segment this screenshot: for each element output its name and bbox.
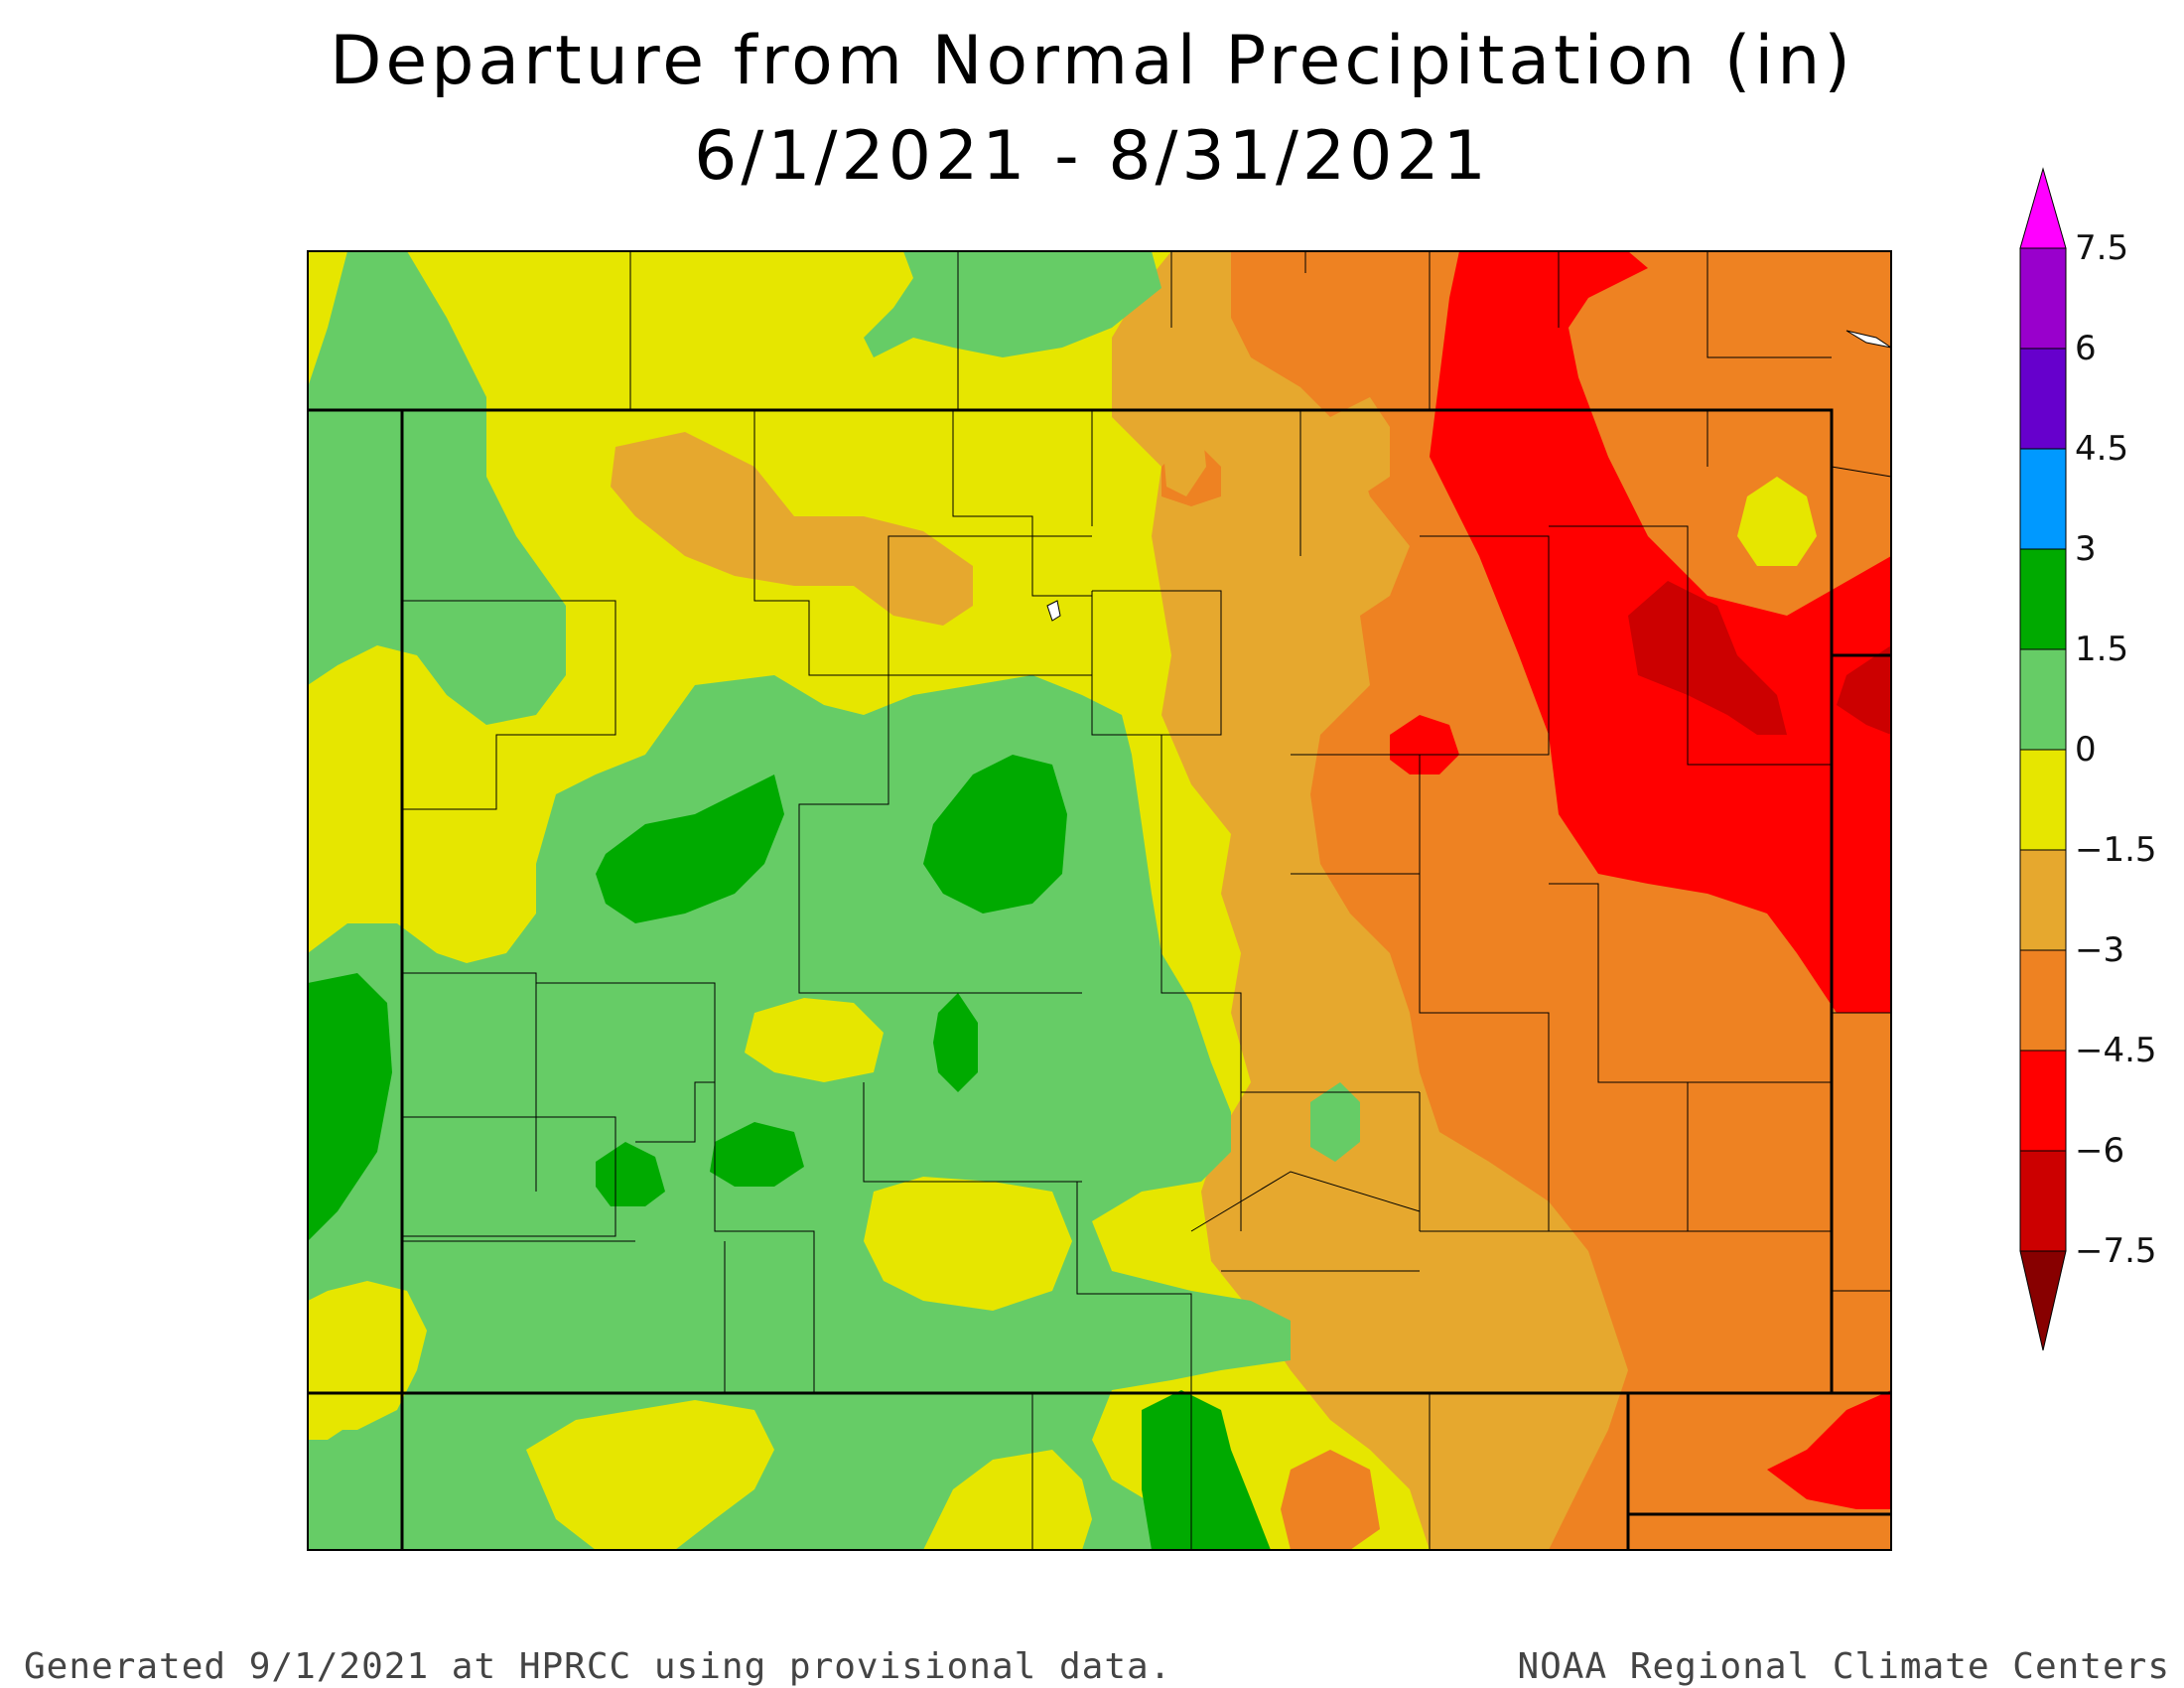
legend-arrow-top	[2019, 167, 2067, 249]
region-red-se	[1767, 1390, 1891, 1509]
legend-tick-label: 1.5	[2075, 630, 2129, 669]
lake-1	[1046, 600, 1061, 622]
legend-tick-label: 6	[2075, 329, 2097, 368]
map-fill-layer	[308, 251, 1891, 1550]
legend-tick-label: 0	[2075, 730, 2097, 770]
region-yellow-3	[308, 1311, 377, 1440]
map-title: Departure from Normal Precipitation (in)	[330, 22, 1854, 100]
legend-band	[2019, 1150, 2067, 1252]
lake-2	[1845, 330, 1892, 349]
legend-band	[2019, 1050, 2067, 1152]
region-orange-east	[1231, 251, 1891, 1550]
region-darkgreen-5	[710, 1122, 804, 1187]
region-green-central	[308, 675, 1291, 1550]
region-yellow-2	[864, 1177, 1072, 1311]
region-yellow-1	[745, 998, 884, 1082]
legend-tick-label: 3	[2075, 529, 2097, 569]
region-darkred-1	[1628, 581, 1787, 735]
region-darkgreen-7	[1142, 1390, 1271, 1550]
state-boundaries	[308, 408, 1891, 1550]
legend-tick-label: 4.5	[2075, 429, 2129, 469]
region-red-blob	[1390, 715, 1459, 774]
region-gold-mtn	[1161, 402, 1206, 496]
region-green-n	[864, 251, 1161, 357]
region-yellow-5	[923, 1450, 1092, 1550]
legend-tick-label: −1.5	[2075, 830, 2157, 870]
legend-tick-label: 7.5	[2075, 228, 2129, 268]
legend-band	[2019, 949, 2067, 1052]
region-darkgreen-2	[923, 755, 1067, 914]
legend-band	[2019, 448, 2067, 550]
map-frame	[307, 250, 1892, 1551]
region-yellow-ne	[1737, 477, 1817, 566]
legend-tick-label: −4.5	[2075, 1031, 2157, 1070]
legend-band	[2019, 749, 2067, 851]
footer-generated-note: Generated 9/1/2021 at HPRCC using provis…	[24, 1646, 1172, 1687]
region-darkgreen-3	[933, 993, 978, 1092]
region-gold-nw	[611, 432, 973, 626]
legend-band	[2019, 247, 2067, 350]
region-green-e	[1310, 1082, 1360, 1162]
map-date-range: 6/1/2021 - 8/31/2021	[694, 117, 1490, 196]
region-darkgreen-6	[308, 973, 392, 1241]
legend-band	[2019, 548, 2067, 650]
region-gold-hole	[1320, 397, 1390, 496]
legend-band	[2019, 849, 2067, 951]
legend-tick-label: −6	[2075, 1131, 2125, 1171]
footer-source: NOAA Regional Climate Centers	[1517, 1646, 2170, 1687]
region-yellow-4	[526, 1400, 774, 1550]
region-orange-s	[1281, 1450, 1380, 1550]
legend-band	[2019, 648, 2067, 751]
legend-tick-label: −7.5	[2075, 1231, 2157, 1271]
legend-colorbar	[2019, 167, 2067, 1351]
region-darkred-2	[1837, 645, 1891, 735]
legend-band	[2019, 348, 2067, 450]
legend-arrow-bottom	[2019, 1250, 2067, 1351]
legend-tick-label: −3	[2075, 930, 2125, 970]
region-green-nw	[308, 251, 566, 725]
region-darkgreen-4	[596, 1142, 665, 1206]
region-darkgreen-1	[596, 774, 784, 923]
county-lines	[402, 251, 1892, 1550]
